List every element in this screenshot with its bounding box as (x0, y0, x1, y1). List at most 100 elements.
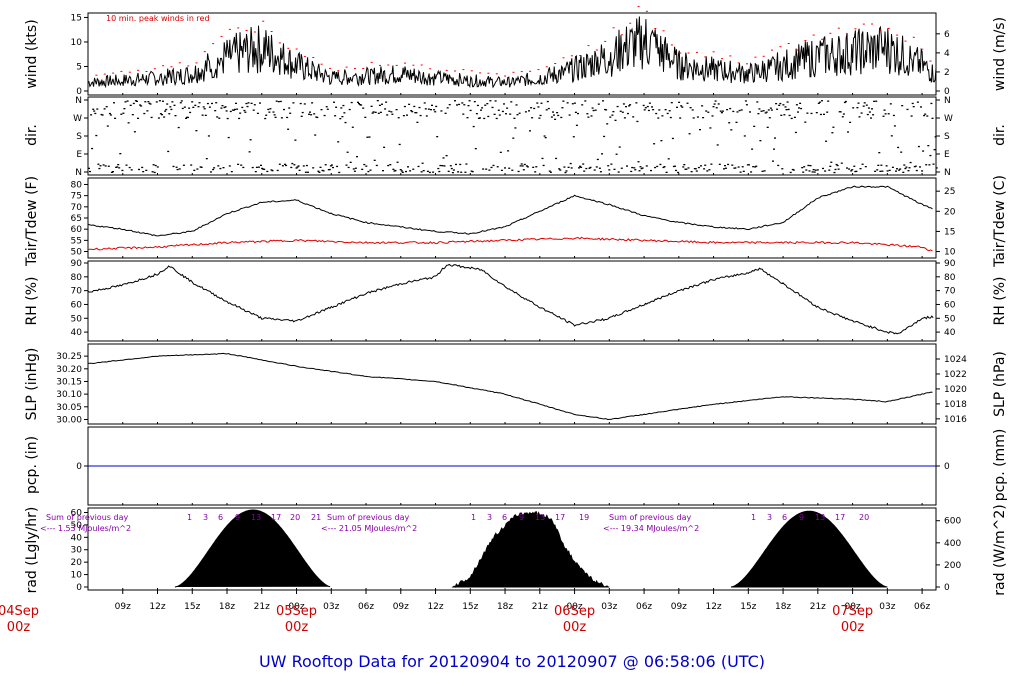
direction-point (336, 165, 339, 168)
direction-point (251, 166, 254, 169)
direction-point (434, 111, 437, 113)
direction-point (769, 107, 772, 109)
direction-point (463, 104, 466, 106)
direction-point (239, 112, 242, 114)
wind-left-label: wind (kts) (24, 19, 40, 88)
direction-point (702, 117, 705, 119)
direction-point (203, 108, 206, 110)
peak-wind-mark (470, 70, 473, 72)
direction-point (780, 114, 783, 116)
wind-right-label: wind (m/s) (992, 17, 1008, 91)
direction-point (198, 102, 201, 104)
direction-point (628, 105, 631, 107)
direction-point (312, 167, 315, 169)
direction-point (697, 166, 700, 169)
direction-point (102, 164, 105, 166)
panel-frames (87, 12, 937, 591)
direction-point (611, 114, 614, 116)
direction-point (672, 165, 675, 168)
peak-wind-mark (604, 40, 607, 42)
direction-point (108, 112, 111, 115)
direction-point (415, 112, 418, 114)
direction-point (662, 166, 665, 169)
direction-point (211, 102, 213, 105)
direction-point (933, 149, 936, 151)
y-tick-label: 10 (944, 248, 956, 258)
peak-wind-mark (796, 49, 799, 51)
y-tick-label: S (944, 132, 950, 142)
direction-point (495, 117, 498, 120)
direction-point (280, 117, 283, 119)
direction-point (529, 130, 531, 132)
direction-point (281, 165, 284, 167)
direction-point (448, 104, 451, 106)
direction-point (532, 166, 535, 168)
direction-point (132, 102, 135, 105)
y-tick-label: 90 (944, 259, 956, 269)
direction-point (723, 168, 725, 170)
direction-point (731, 164, 734, 166)
peak-wind-mark (929, 60, 932, 62)
direction-point (407, 166, 409, 168)
direction-point (865, 104, 868, 106)
direction-point (743, 135, 746, 137)
direction-point (195, 130, 198, 132)
direction-point (517, 170, 520, 173)
direction-point (245, 102, 248, 105)
rad-sum-value: <--- 1.53 MJoules/m^2 (40, 524, 131, 533)
direction-point (285, 164, 288, 167)
direction-point (654, 166, 657, 169)
direction-point (491, 106, 494, 109)
direction-point (554, 118, 557, 120)
direction-point (343, 112, 346, 114)
direction-point (88, 167, 90, 169)
direction-point (94, 112, 97, 115)
direction-point (852, 107, 855, 109)
direction-point (142, 171, 145, 173)
direction-point (866, 113, 869, 116)
x-tick-label: 09z (393, 602, 409, 612)
peak-wind-mark (303, 55, 306, 57)
direction-point (413, 105, 416, 108)
direction-point (686, 102, 689, 104)
direction-point (401, 171, 404, 173)
y-tick-label: 30.25 (56, 352, 82, 362)
direction-point (501, 110, 504, 113)
direction-point (776, 108, 779, 110)
direction-point (755, 165, 758, 167)
y-tick-label: 80 (944, 273, 956, 283)
x-tick-label: 21z (532, 602, 548, 612)
direction-point (226, 117, 229, 120)
direction-point (294, 139, 297, 141)
direction-point (893, 125, 896, 127)
direction-point (629, 104, 632, 106)
direction-point (619, 110, 622, 112)
direction-point (855, 170, 858, 172)
direction-point (533, 107, 536, 110)
direction-point (729, 107, 732, 110)
direction-point (764, 112, 767, 114)
direction-point (143, 112, 146, 115)
direction-point (750, 171, 753, 173)
y-tick-label: 15 (71, 13, 82, 23)
direction-point (847, 131, 849, 133)
direction-point (104, 165, 107, 167)
rad-hour-mark: 17 (835, 513, 845, 522)
direction-point (571, 103, 574, 105)
direction-point (210, 171, 212, 173)
direction-point (223, 106, 226, 109)
direction-point (92, 108, 95, 110)
direction-point (543, 135, 546, 137)
direction-point (311, 102, 314, 104)
direction-point (308, 113, 310, 115)
direction-point (403, 105, 406, 108)
direction-point (795, 104, 798, 106)
direction-point (679, 117, 682, 119)
direction-point (625, 106, 627, 108)
direction-point (790, 117, 793, 120)
direction-point (189, 111, 192, 114)
direction-point (216, 116, 219, 118)
direction-point (179, 102, 182, 104)
rad-hour-mark: 21 (311, 513, 321, 522)
